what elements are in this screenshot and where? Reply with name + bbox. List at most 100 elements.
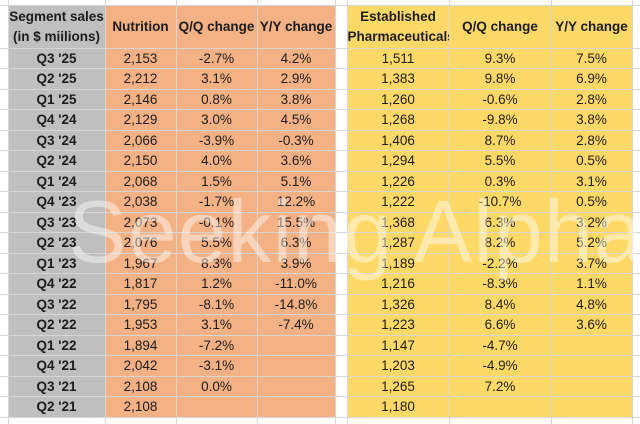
nutrition-qq-cell[interactable]: -2.7% xyxy=(175,47,258,69)
quarter-label-cell[interactable]: Q3 '22 xyxy=(7,293,106,315)
ep-value-cell[interactable]: 1,287 xyxy=(346,232,450,254)
nutrition-yy-cell[interactable]: -0.3% xyxy=(256,129,336,151)
nutrition-value-cell[interactable]: 1,894 xyxy=(104,334,177,356)
nutrition-qq-cell[interactable]: 3.1% xyxy=(175,314,258,336)
nutrition-qq-cell[interactable]: 3.0% xyxy=(175,109,258,131)
nutrition-yy-cell[interactable] xyxy=(256,375,336,397)
nutrition-yy-cell[interactable]: 3.9% xyxy=(256,252,336,274)
ep-qq-cell[interactable]: 8.7% xyxy=(448,129,552,151)
ep-value-cell[interactable]: 1,511 xyxy=(346,47,450,69)
nutrition-yy-cell[interactable]: 4.5% xyxy=(256,109,336,131)
nutrition-value-cell[interactable]: 1,967 xyxy=(104,252,177,274)
ep-qq-cell[interactable]: -9.8% xyxy=(448,109,552,131)
ep-yy-cell[interactable]: 3.1% xyxy=(550,170,633,192)
nutrition-qq-cell[interactable]: 8.3% xyxy=(175,252,258,274)
ep-value-cell[interactable]: 1,216 xyxy=(346,273,450,295)
ep-yy-cell[interactable]: 3.2% xyxy=(550,211,633,233)
ep-yy-cell[interactable]: 2.8% xyxy=(550,88,633,110)
ep-qq-cell[interactable]: -0.6% xyxy=(448,88,552,110)
nutrition-value-cell[interactable]: 2,108 xyxy=(104,396,177,418)
ep-value-cell[interactable]: 1,326 xyxy=(346,293,450,315)
nutrition-yy-cell[interactable]: 3.6% xyxy=(256,150,336,172)
ep-yy-cell[interactable]: 3.8% xyxy=(550,109,633,131)
nutrition-qq-cell[interactable]: 3.1% xyxy=(175,68,258,90)
nutrition-yy-cell[interactable]: 6.3% xyxy=(256,232,336,254)
quarter-label-cell[interactable]: Q2 '23 xyxy=(7,232,106,254)
ep-qq-header-cell[interactable]: Q/Q change xyxy=(448,4,552,49)
ep-yy-cell[interactable]: 4.8% xyxy=(550,293,633,315)
ep-qq-cell[interactable]: 0.3% xyxy=(448,170,552,192)
ep-qq-cell[interactable]: -8.3% xyxy=(448,273,552,295)
ep-value-cell[interactable]: 1,383 xyxy=(346,68,450,90)
nutrition-yy-cell[interactable]: 2.9% xyxy=(256,68,336,90)
quarter-label-cell[interactable]: Q4 '23 xyxy=(7,191,106,213)
nutrition-value-cell[interactable]: 2,073 xyxy=(104,211,177,233)
ep-value-cell[interactable]: 1,268 xyxy=(346,109,450,131)
nutrition-value-cell[interactable]: 2,042 xyxy=(104,355,177,377)
quarter-label-cell[interactable]: Q2 '22 xyxy=(7,314,106,336)
nutrition-yy-cell[interactable]: 3.8% xyxy=(256,88,336,110)
quarter-label-cell[interactable]: Q1 '23 xyxy=(7,252,106,274)
nutrition-yy-cell[interactable] xyxy=(256,334,336,356)
nutrition-qq-cell[interactable] xyxy=(175,396,258,418)
ep-value-cell[interactable]: 1,180 xyxy=(346,396,450,418)
nutrition-qq-cell[interactable]: -0.1% xyxy=(175,211,258,233)
nutrition-yy-cell[interactable]: 5.1% xyxy=(256,170,336,192)
nutrition-value-cell[interactable]: 1,817 xyxy=(104,273,177,295)
ep-yy-cell[interactable] xyxy=(550,375,633,397)
ep-value-cell[interactable]: 1,203 xyxy=(346,355,450,377)
nutrition-qq-cell[interactable]: 5.5% xyxy=(175,232,258,254)
quarter-label-cell[interactable]: Q4 '22 xyxy=(7,273,106,295)
ep-qq-cell[interactable]: -10.7% xyxy=(448,191,552,213)
ep-value-cell[interactable]: 1,406 xyxy=(346,129,450,151)
ep-qq-cell[interactable]: 5.5% xyxy=(448,150,552,172)
nutrition-qq-cell[interactable]: -8.1% xyxy=(175,293,258,315)
nutrition-qq-cell[interactable]: -3.1% xyxy=(175,355,258,377)
nutrition-value-cell[interactable]: 2,038 xyxy=(104,191,177,213)
quarter-label-cell[interactable]: Q2 '25 xyxy=(7,68,106,90)
ep-value-cell[interactable]: 1,294 xyxy=(346,150,450,172)
quarter-label-cell[interactable]: Q1 '24 xyxy=(7,170,106,192)
corner-header-cell[interactable]: Segment sales (in $ miilions) xyxy=(7,4,106,49)
ep-qq-cell[interactable]: -4.7% xyxy=(448,334,552,356)
nutrition-qq-header-cell[interactable]: Q/Q change xyxy=(175,4,258,49)
quarter-label-cell[interactable]: Q3 '24 xyxy=(7,129,106,151)
nutrition-value-cell[interactable]: 2,153 xyxy=(104,47,177,69)
ep-qq-cell[interactable] xyxy=(448,396,552,418)
quarter-label-cell[interactable]: Q2 '21 xyxy=(7,396,106,418)
nutrition-qq-cell[interactable]: 1.2% xyxy=(175,273,258,295)
ep-yy-cell[interactable] xyxy=(550,396,633,418)
ep-yy-cell[interactable]: 0.5% xyxy=(550,191,633,213)
ep-qq-cell[interactable]: 8.4% xyxy=(448,293,552,315)
ep-yy-cell[interactable]: 0.5% xyxy=(550,150,633,172)
nutrition-value-cell[interactable]: 2,150 xyxy=(104,150,177,172)
nutrition-yy-cell[interactable]: -11.0% xyxy=(256,273,336,295)
nutrition-value-cell[interactable]: 1,953 xyxy=(104,314,177,336)
nutrition-yy-header-cell[interactable]: Y/Y change xyxy=(256,4,336,49)
nutrition-qq-cell[interactable]: -1.7% xyxy=(175,191,258,213)
nutrition-qq-cell[interactable]: 0.0% xyxy=(175,375,258,397)
ep-yy-header-cell[interactable]: Y/Y change xyxy=(550,4,633,49)
ep-yy-cell[interactable]: 3.6% xyxy=(550,314,633,336)
ep-value-cell[interactable]: 1,222 xyxy=(346,191,450,213)
nutrition-value-cell[interactable]: 2,068 xyxy=(104,170,177,192)
quarter-label-cell[interactable]: Q4 '24 xyxy=(7,109,106,131)
ep-value-cell[interactable]: 1,189 xyxy=(346,252,450,274)
nutrition-yy-cell[interactable]: -14.8% xyxy=(256,293,336,315)
ep-qq-cell[interactable]: -4.9% xyxy=(448,355,552,377)
quarter-label-cell[interactable]: Q1 '22 xyxy=(7,334,106,356)
nutrition-value-cell[interactable]: 2,076 xyxy=(104,232,177,254)
ep-value-cell[interactable]: 1,368 xyxy=(346,211,450,233)
ep-yy-cell[interactable]: 3.7% xyxy=(550,252,633,274)
ep-yy-cell[interactable]: 7.5% xyxy=(550,47,633,69)
nutrition-yy-cell[interactable] xyxy=(256,396,336,418)
quarter-label-cell[interactable]: Q3 '23 xyxy=(7,211,106,233)
ep-qq-cell[interactable]: 6.3% xyxy=(448,211,552,233)
nutrition-qq-cell[interactable]: 0.8% xyxy=(175,88,258,110)
ep-yy-cell[interactable] xyxy=(550,355,633,377)
ep-yy-cell[interactable]: 6.9% xyxy=(550,68,633,90)
nutrition-qq-cell[interactable]: -7.2% xyxy=(175,334,258,356)
nutrition-yy-cell[interactable]: 12.2% xyxy=(256,191,336,213)
quarter-label-cell[interactable]: Q4 '21 xyxy=(7,355,106,377)
nutrition-yy-cell[interactable] xyxy=(256,355,336,377)
